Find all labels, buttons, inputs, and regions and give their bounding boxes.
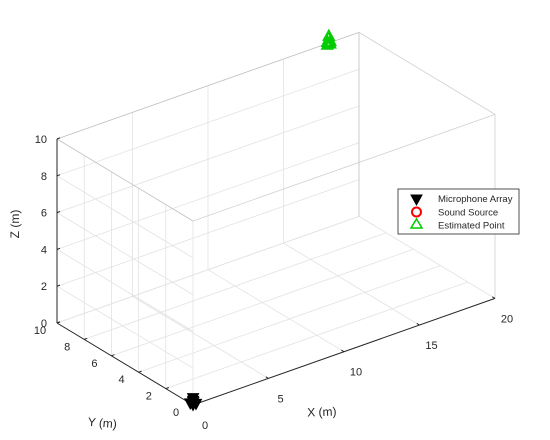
y-tick-mark [111,354,115,357]
y-tick-mark [165,387,169,390]
grid-line [138,265,441,373]
z-tick-label: 0 [41,318,47,330]
legend: Microphone Array Sound Source Estimated … [397,188,520,235]
z-tick-label: 2 [41,281,47,293]
y-tick-label: 10 [34,325,46,337]
x-tick-mark [416,322,420,326]
grid-line [56,285,194,369]
x-axis-label: X (m) [307,404,337,419]
z-tick-mark [56,284,61,287]
y-tick-label: 8 [64,341,70,353]
y-axis-line [56,322,194,406]
legend-label-microphone-array: Microphone Array [438,194,513,205]
z-tick-label: 8 [41,171,47,183]
y-tick-label: 4 [119,374,125,386]
grid-line [56,142,360,250]
y-tick-label: 6 [91,358,97,370]
z-tick-mark [56,174,61,177]
legend-marker-microphone-array [410,194,423,207]
y-tick-mark [84,337,88,340]
z-tick-label: 10 [35,134,47,146]
x-tick-label: 20 [501,313,513,325]
box-edge [56,138,194,222]
grid-line [358,216,496,299]
y-tick-label: 2 [146,391,152,403]
grid-line [111,248,414,357]
legend-label-estimated-point: Estimated Point [438,221,505,232]
z-tick-label: 6 [41,208,47,220]
data-point-microphone-array [186,395,200,408]
legend-marker-sound-source [411,206,422,218]
grid-line [56,212,194,295]
grid-line [165,281,468,389]
x-tick-mark [341,349,345,353]
grid-line [132,296,269,379]
data-points [183,28,337,412]
grid-line [283,242,420,326]
z-tick-mark [56,211,61,214]
grid-line [56,175,194,259]
z-tick-mark [56,321,61,324]
grid-line [56,249,194,332]
x-tick-label: 5 [277,393,283,405]
y-tick-mark [138,370,142,373]
grid-line [56,105,360,213]
data-point-estimated-point [320,37,334,50]
grid-line [56,216,360,324]
x-tick-label: 0 [202,420,208,432]
y-axis-label: Y (m) [87,415,117,431]
grid-line [56,68,360,177]
y-tick-label: 0 [173,407,179,419]
x-tick-label: 10 [350,367,362,379]
z-tick-mark [56,247,61,250]
box-edge [192,114,496,222]
grid-line [56,179,360,287]
x-tick-mark [492,296,496,299]
z-axis-label: Z (m) [8,210,22,239]
box-edge [358,32,496,115]
z-tick-mark [56,137,61,140]
x-tick-mark [265,376,269,379]
z-tick-label: 4 [41,244,47,256]
legend-label-sound-source: Sound Source [438,208,498,219]
x-tick-label: 15 [425,340,437,352]
grid-line [84,232,387,340]
data-point-estimated-point [323,36,337,49]
data-point-estimated-point [322,28,336,41]
box-edge [56,32,360,140]
grid-line [207,269,345,353]
legend-marker-estimated-point [409,217,424,229]
